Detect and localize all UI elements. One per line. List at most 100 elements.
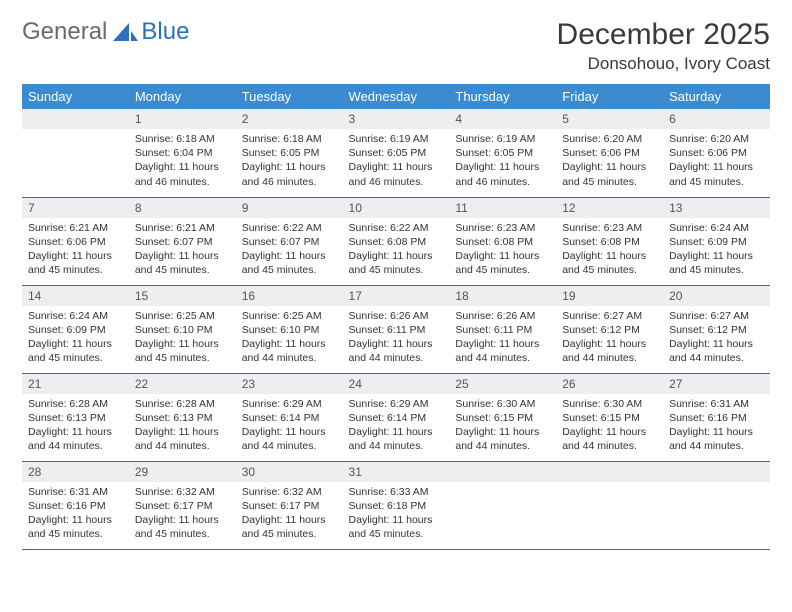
day-content: Sunrise: 6:22 AMSunset: 6:08 PMDaylight:… bbox=[343, 218, 450, 282]
sunset-text: Sunset: 6:10 PM bbox=[135, 323, 230, 337]
day-content: Sunrise: 6:21 AMSunset: 6:07 PMDaylight:… bbox=[129, 218, 236, 282]
daylight-text: Daylight: 11 hours and 46 minutes. bbox=[349, 160, 444, 188]
daylight-text: Daylight: 11 hours and 45 minutes. bbox=[135, 513, 230, 541]
daylight-text: Daylight: 11 hours and 45 minutes. bbox=[455, 249, 550, 277]
daylight-text: Daylight: 11 hours and 44 minutes. bbox=[28, 425, 123, 453]
calendar-week-row: 1Sunrise: 6:18 AMSunset: 6:04 PMDaylight… bbox=[22, 109, 770, 197]
day-number: 6 bbox=[663, 109, 770, 129]
day-number: 19 bbox=[556, 286, 663, 306]
weekday-header: Friday bbox=[556, 84, 663, 109]
day-content: Sunrise: 6:18 AMSunset: 6:04 PMDaylight:… bbox=[129, 129, 236, 193]
calendar-cell: 22Sunrise: 6:28 AMSunset: 6:13 PMDayligh… bbox=[129, 373, 236, 461]
sunset-text: Sunset: 6:17 PM bbox=[135, 499, 230, 513]
day-number: 24 bbox=[343, 374, 450, 394]
daylight-text: Daylight: 11 hours and 45 minutes. bbox=[349, 513, 444, 541]
sunrise-text: Sunrise: 6:19 AM bbox=[455, 132, 550, 146]
daylight-text: Daylight: 11 hours and 45 minutes. bbox=[562, 160, 657, 188]
day-number: 21 bbox=[22, 374, 129, 394]
day-number: 31 bbox=[343, 462, 450, 482]
sunrise-text: Sunrise: 6:30 AM bbox=[562, 397, 657, 411]
daylight-text: Daylight: 11 hours and 45 minutes. bbox=[242, 513, 337, 541]
sunrise-text: Sunrise: 6:32 AM bbox=[135, 485, 230, 499]
weekday-header: Saturday bbox=[663, 84, 770, 109]
sunset-text: Sunset: 6:08 PM bbox=[562, 235, 657, 249]
sunrise-text: Sunrise: 6:31 AM bbox=[28, 485, 123, 499]
day-number: 29 bbox=[129, 462, 236, 482]
day-content: Sunrise: 6:18 AMSunset: 6:05 PMDaylight:… bbox=[236, 129, 343, 193]
daylight-text: Daylight: 11 hours and 44 minutes. bbox=[669, 425, 764, 453]
month-title: December 2025 bbox=[557, 18, 770, 52]
day-content: Sunrise: 6:25 AMSunset: 6:10 PMDaylight:… bbox=[129, 306, 236, 370]
weekday-header: Sunday bbox=[22, 84, 129, 109]
empty-day-number bbox=[663, 462, 770, 482]
day-number: 28 bbox=[22, 462, 129, 482]
calendar-cell bbox=[663, 461, 770, 549]
day-content: Sunrise: 6:19 AMSunset: 6:05 PMDaylight:… bbox=[449, 129, 556, 193]
daylight-text: Daylight: 11 hours and 45 minutes. bbox=[28, 513, 123, 541]
calendar-week-row: 14Sunrise: 6:24 AMSunset: 6:09 PMDayligh… bbox=[22, 285, 770, 373]
day-number: 12 bbox=[556, 198, 663, 218]
sunset-text: Sunset: 6:09 PM bbox=[669, 235, 764, 249]
calendar-cell: 3Sunrise: 6:19 AMSunset: 6:05 PMDaylight… bbox=[343, 109, 450, 197]
daylight-text: Daylight: 11 hours and 44 minutes. bbox=[562, 425, 657, 453]
calendar-cell: 24Sunrise: 6:29 AMSunset: 6:14 PMDayligh… bbox=[343, 373, 450, 461]
sunrise-text: Sunrise: 6:32 AM bbox=[242, 485, 337, 499]
calendar-cell: 20Sunrise: 6:27 AMSunset: 6:12 PMDayligh… bbox=[663, 285, 770, 373]
sunset-text: Sunset: 6:11 PM bbox=[349, 323, 444, 337]
calendar-cell: 29Sunrise: 6:32 AMSunset: 6:17 PMDayligh… bbox=[129, 461, 236, 549]
day-content: Sunrise: 6:26 AMSunset: 6:11 PMDaylight:… bbox=[343, 306, 450, 370]
daylight-text: Daylight: 11 hours and 44 minutes. bbox=[349, 425, 444, 453]
calendar-cell: 27Sunrise: 6:31 AMSunset: 6:16 PMDayligh… bbox=[663, 373, 770, 461]
calendar-cell: 30Sunrise: 6:32 AMSunset: 6:17 PMDayligh… bbox=[236, 461, 343, 549]
sunrise-text: Sunrise: 6:20 AM bbox=[669, 132, 764, 146]
calendar-cell: 15Sunrise: 6:25 AMSunset: 6:10 PMDayligh… bbox=[129, 285, 236, 373]
sunrise-text: Sunrise: 6:28 AM bbox=[28, 397, 123, 411]
sunset-text: Sunset: 6:05 PM bbox=[349, 146, 444, 160]
calendar-cell: 18Sunrise: 6:26 AMSunset: 6:11 PMDayligh… bbox=[449, 285, 556, 373]
calendar-cell: 9Sunrise: 6:22 AMSunset: 6:07 PMDaylight… bbox=[236, 197, 343, 285]
calendar-cell: 26Sunrise: 6:30 AMSunset: 6:15 PMDayligh… bbox=[556, 373, 663, 461]
calendar-cell bbox=[449, 461, 556, 549]
sunrise-text: Sunrise: 6:22 AM bbox=[349, 221, 444, 235]
day-content: Sunrise: 6:32 AMSunset: 6:17 PMDaylight:… bbox=[129, 482, 236, 546]
daylight-text: Daylight: 11 hours and 44 minutes. bbox=[242, 425, 337, 453]
day-content: Sunrise: 6:30 AMSunset: 6:15 PMDaylight:… bbox=[556, 394, 663, 458]
calendar-cell: 21Sunrise: 6:28 AMSunset: 6:13 PMDayligh… bbox=[22, 373, 129, 461]
sunrise-text: Sunrise: 6:26 AM bbox=[349, 309, 444, 323]
daylight-text: Daylight: 11 hours and 46 minutes. bbox=[135, 160, 230, 188]
sunset-text: Sunset: 6:05 PM bbox=[455, 146, 550, 160]
weekday-header: Wednesday bbox=[343, 84, 450, 109]
calendar-cell: 8Sunrise: 6:21 AMSunset: 6:07 PMDaylight… bbox=[129, 197, 236, 285]
sunrise-text: Sunrise: 6:27 AM bbox=[669, 309, 764, 323]
day-content: Sunrise: 6:28 AMSunset: 6:13 PMDaylight:… bbox=[22, 394, 129, 458]
weekday-header: Tuesday bbox=[236, 84, 343, 109]
day-content: Sunrise: 6:32 AMSunset: 6:17 PMDaylight:… bbox=[236, 482, 343, 546]
day-number: 20 bbox=[663, 286, 770, 306]
title-block: December 2025 Donsohouo, Ivory Coast bbox=[557, 18, 770, 74]
day-content: Sunrise: 6:21 AMSunset: 6:06 PMDaylight:… bbox=[22, 218, 129, 282]
daylight-text: Daylight: 11 hours and 44 minutes. bbox=[562, 337, 657, 365]
day-number: 22 bbox=[129, 374, 236, 394]
daylight-text: Daylight: 11 hours and 45 minutes. bbox=[669, 249, 764, 277]
calendar-cell: 6Sunrise: 6:20 AMSunset: 6:06 PMDaylight… bbox=[663, 109, 770, 197]
day-number: 11 bbox=[449, 198, 556, 218]
calendar-cell: 4Sunrise: 6:19 AMSunset: 6:05 PMDaylight… bbox=[449, 109, 556, 197]
daylight-text: Daylight: 11 hours and 44 minutes. bbox=[669, 337, 764, 365]
day-content: Sunrise: 6:23 AMSunset: 6:08 PMDaylight:… bbox=[449, 218, 556, 282]
location-label: Donsohouo, Ivory Coast bbox=[557, 54, 770, 74]
calendar-cell: 14Sunrise: 6:24 AMSunset: 6:09 PMDayligh… bbox=[22, 285, 129, 373]
calendar-week-row: 7Sunrise: 6:21 AMSunset: 6:06 PMDaylight… bbox=[22, 197, 770, 285]
sunset-text: Sunset: 6:14 PM bbox=[349, 411, 444, 425]
sunset-text: Sunset: 6:18 PM bbox=[349, 499, 444, 513]
calendar-cell: 13Sunrise: 6:24 AMSunset: 6:09 PMDayligh… bbox=[663, 197, 770, 285]
sunset-text: Sunset: 6:07 PM bbox=[135, 235, 230, 249]
sunset-text: Sunset: 6:13 PM bbox=[28, 411, 123, 425]
daylight-text: Daylight: 11 hours and 44 minutes. bbox=[455, 425, 550, 453]
empty-day-number bbox=[449, 462, 556, 482]
day-number: 7 bbox=[22, 198, 129, 218]
daylight-text: Daylight: 11 hours and 45 minutes. bbox=[135, 337, 230, 365]
day-number: 1 bbox=[129, 109, 236, 129]
calendar-body: 1Sunrise: 6:18 AMSunset: 6:04 PMDaylight… bbox=[22, 109, 770, 549]
day-number: 17 bbox=[343, 286, 450, 306]
daylight-text: Daylight: 11 hours and 44 minutes. bbox=[135, 425, 230, 453]
